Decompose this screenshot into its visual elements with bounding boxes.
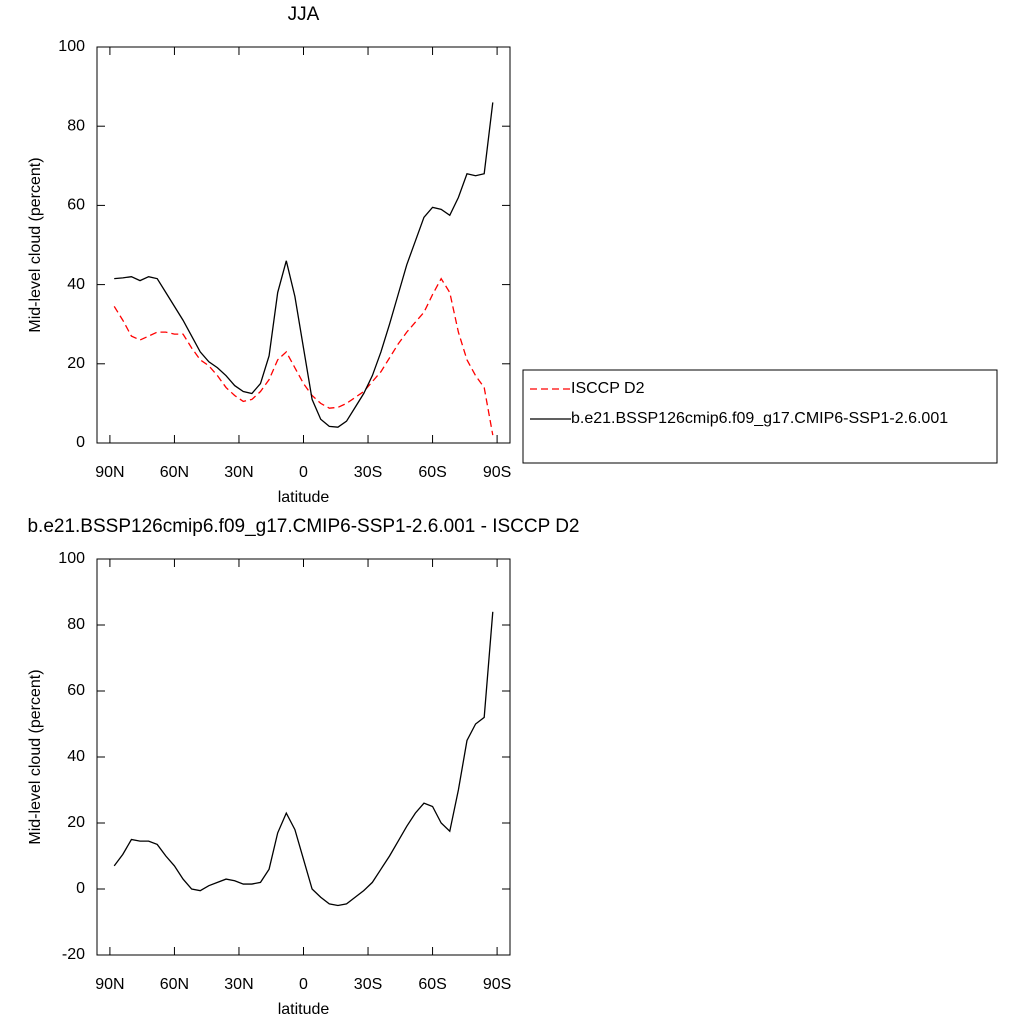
y-tick-label: 60	[67, 197, 85, 214]
plot-frame	[96, 558, 511, 956]
x-axis-label: latitude	[278, 489, 330, 506]
x-tick-label: 90N	[95, 976, 124, 993]
x-tick-label: 30N	[224, 464, 253, 481]
y-tick-label: 20	[67, 814, 85, 831]
x-tick-label: 0	[299, 976, 308, 993]
y-axis-label: Mid-level cloud (percent)	[27, 669, 44, 844]
x-tick-label: 60N	[160, 976, 189, 993]
legend-box	[522, 369, 998, 464]
x-tick-label: 90N	[95, 464, 124, 481]
y-tick-label: 40	[67, 748, 85, 765]
chart-title: JJA	[288, 4, 320, 25]
legend-label: ISCCP D2	[571, 380, 645, 397]
chart-title: b.e21.BSSP126cmip6.f09_g17.CMIP6-SSP1-2.…	[27, 516, 579, 537]
y-tick-label: 60	[67, 682, 85, 699]
x-tick-label: 90S	[483, 976, 511, 993]
x-tick-label: 0	[299, 464, 308, 481]
x-tick-label: 30S	[354, 976, 382, 993]
x-tick-label: 30S	[354, 464, 382, 481]
x-tick-label: 90S	[483, 464, 511, 481]
data-line	[114, 102, 494, 428]
data-line	[113, 611, 494, 907]
x-tick-label: 60S	[418, 464, 446, 481]
data-line	[113, 277, 494, 436]
y-tick-label: 40	[67, 276, 85, 293]
y-tick-label: 0	[76, 434, 85, 451]
y-axis-label: Mid-level cloud (percent)	[27, 157, 44, 332]
y-tick-label: -20	[62, 946, 85, 963]
y-tick-label: 80	[67, 117, 85, 134]
y-tick-label: 0	[76, 880, 85, 897]
y-tick-label: 80	[67, 616, 85, 633]
x-axis-label: latitude	[278, 1001, 330, 1018]
x-tick-label: 60S	[418, 976, 446, 993]
plot-frame	[96, 46, 511, 444]
legend-label: b.e21.BSSP126cmip6.f09_g17.CMIP6-SSP1-2.…	[571, 410, 948, 427]
y-tick-label: 20	[67, 355, 85, 372]
x-tick-label: 60N	[160, 464, 189, 481]
x-tick-label: 30N	[224, 976, 253, 993]
y-tick-label: 100	[58, 38, 85, 55]
y-tick-label: 100	[58, 550, 85, 567]
